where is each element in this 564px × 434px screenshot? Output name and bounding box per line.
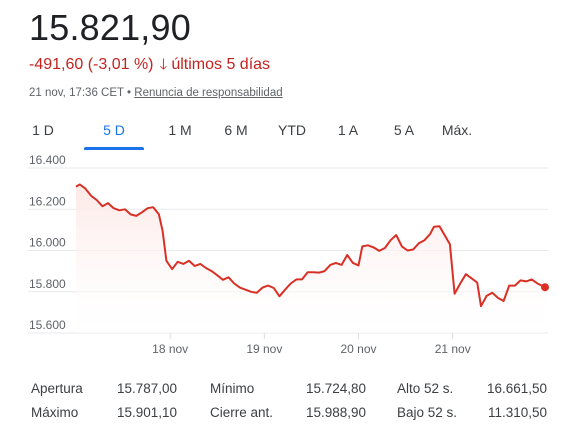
y-tick-label: 15.600: [29, 318, 66, 332]
disclaimer-link[interactable]: Renuncia de responsabilidad: [134, 87, 283, 99]
stat-label: Cierre ant.: [210, 404, 274, 420]
current-price: 15.821,90: [29, 7, 191, 48]
quote-meta: 21 nov, 17:36 CET • Renuncia de responsa…: [29, 86, 283, 100]
price-chart[interactable]: 16.400 16.200 16.000 15.800 15.600 18 nov 19 …: [0, 150, 564, 362]
y-tick-label: 16.200: [29, 194, 66, 208]
tab-6m[interactable]: 6 M: [224, 122, 248, 138]
x-axis-ticks: 18 nov 19 nov 20 nov 21 nov: [152, 333, 471, 356]
stat-prev-close: Cierre ant. 15.988,90: [210, 405, 366, 420]
tab-1d[interactable]: 1 D: [32, 122, 54, 138]
stat-value: 16.661,50: [486, 380, 547, 396]
x-tick-label: 18 nov: [152, 342, 188, 356]
x-tick-label: 20 nov: [341, 342, 377, 356]
stat-value: 15.901,10: [116, 404, 177, 420]
arrow-down-icon: 🡓: [159, 56, 168, 73]
y-tick-label: 16.000: [29, 236, 66, 250]
stat-label: Alto 52 s.: [397, 380, 454, 396]
price-area: [76, 184, 545, 333]
stat-value: 15.988,90: [305, 404, 366, 420]
tab-5a[interactable]: 5 A: [393, 122, 415, 138]
stat-label: Apertura: [31, 380, 83, 396]
y-tick-label: 16.400: [29, 153, 66, 167]
stat-value: 11.310,50: [487, 404, 547, 420]
x-tick-label: 19 nov: [246, 342, 282, 356]
meta-separator: •: [127, 87, 132, 99]
stat-open: Apertura 15.787,00: [31, 381, 177, 396]
stats-row: Apertura 15.787,00 Mínimo 15.724,80 Alto…: [31, 376, 551, 400]
stat-low-52w: Bajo 52 s. 11.310,50: [397, 405, 547, 420]
stat-label: Bajo 52 s.: [397, 404, 458, 420]
y-tick-label: 15.800: [29, 277, 66, 291]
stat-value: 15.724,80: [305, 380, 366, 396]
stat-high-52w: Alto 52 s. 16.661,50: [397, 381, 547, 396]
tab-1a[interactable]: 1 A: [337, 122, 359, 138]
tab-ytd[interactable]: YTD: [278, 122, 306, 138]
range-tabs: 1 D 5 D 1 M 6 M YTD 1 A 5 A Máx.: [24, 116, 478, 150]
stat-label: Máximo: [31, 404, 79, 420]
stat-low: Mínimo 15.724,80: [210, 381, 366, 396]
change-period: últimos 5 días: [171, 56, 271, 73]
stat-value: 15.787,00: [116, 380, 177, 396]
stat-label: Mínimo: [210, 380, 255, 396]
price-change: -491,60 (-3,01 %) 🡓 últimos 5 días: [29, 55, 270, 75]
x-tick-label: 21 nov: [435, 342, 471, 356]
current-price-marker: [541, 283, 549, 292]
change-value: -491,60 (-3,01 %): [29, 56, 154, 73]
y-axis-labels: 16.400 16.200 16.000 15.800 15.600: [29, 153, 66, 332]
stats-table: Apertura 15.787,00 Mínimo 15.724,80 Alto…: [31, 376, 551, 424]
tab-5d[interactable]: 5 D: [84, 116, 144, 150]
quote-timestamp: 21 nov, 17:36 CET: [29, 87, 124, 99]
tab-max[interactable]: Máx.: [441, 122, 473, 138]
stats-row: Máximo 15.901,10 Cierre ant. 15.988,90 B…: [31, 400, 551, 424]
price-line: [75, 183, 546, 308]
tab-1m[interactable]: 1 M: [168, 122, 192, 138]
stat-high: Máximo 15.901,10: [31, 405, 177, 420]
